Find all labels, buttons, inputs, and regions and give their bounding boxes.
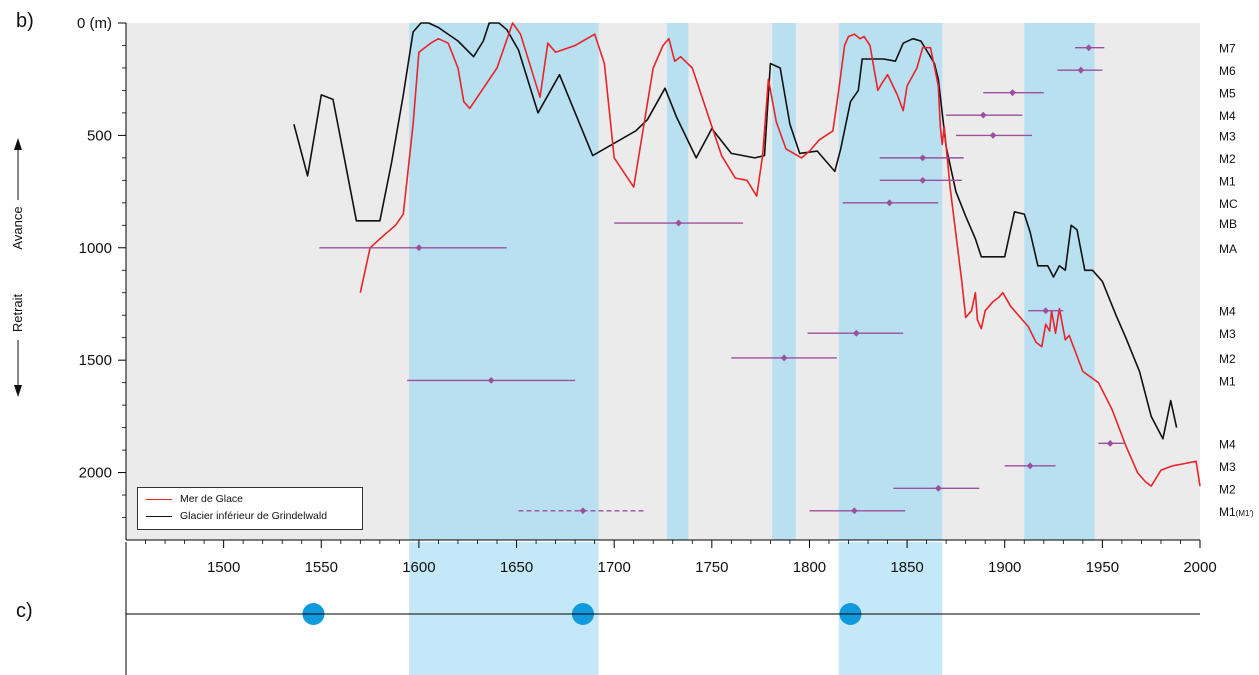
moraine-point-5 [919,154,927,162]
moraine-label-0: M7 [1219,42,1236,56]
avance-arrow-head [14,138,22,150]
moraine-label-9: MA [1219,242,1237,256]
x-tick-label-1500: 1500 [207,559,240,576]
moraine-label-12: M2 [1219,352,1236,366]
panel-label-b: b) [16,10,34,32]
moraine-label-1: M6 [1219,64,1236,78]
x-tick-label-1650: 1650 [500,559,533,576]
shaded-period-b-1 [666,23,689,540]
shaded-period-b-2 [772,23,796,540]
legend-swatch-mer-de-glace [146,498,172,500]
moraine-label-3: M4 [1219,109,1236,123]
moraine-point-12 [780,354,788,362]
x-tick-label-1700: 1700 [597,559,630,576]
shaded-period-c-0 [409,542,599,675]
moraine-point-2 [1009,89,1016,97]
moraine-point-18 [579,507,587,515]
chart-legend: Mer de Glace Glacier inférieur de Grinde… [137,487,363,530]
y-axis-label-retrait: Retrait [10,293,25,332]
moraine-label-10: M4 [1219,305,1236,319]
y-tick-label-2000: 2000 [79,465,112,482]
moraine-point-1 [1077,66,1085,74]
moraine-point-16 [934,484,942,492]
moraine-label-14: M4 [1219,437,1236,451]
moraine-point-4 [989,131,997,139]
moraine-point-13 [487,377,495,384]
moraine-label-4: M3 [1219,129,1236,143]
x-tick-label-1750: 1750 [695,559,728,576]
moraine-point-15 [1026,462,1034,470]
legend-item-mer-de-glace: Mer de Glace [146,493,243,505]
moraine-label-6: M1 [1219,174,1236,188]
moraine-label-11: M3 [1219,327,1236,341]
legend-label-mer-de-glace: Mer de Glace [180,493,244,505]
moraine-label-5: M2 [1219,152,1236,166]
x-tick-label-1950: 1950 [1086,559,1119,576]
moraine-label-8: MB [1219,217,1237,231]
moraine-point-10 [1042,307,1050,315]
series-line-mer-de-glace [359,22,1201,487]
moraine-point-17 [850,507,858,515]
moraine-label-sub-17: (M1') [1236,509,1254,518]
moraine-point-11 [852,329,860,337]
shaded-period-b-0 [409,23,599,540]
moraine-label-17: M1(M1') [1219,505,1254,519]
shaded-period-b-3 [838,23,943,540]
y-tick-label-500: 500 [87,127,112,144]
moraine-point-14 [1106,439,1114,447]
legend-item-grindelwald: Glacier inférieur de Grindelwald [146,510,327,522]
moraine-label-15: M3 [1219,460,1236,474]
moraine-label-2: M5 [1219,87,1236,101]
y-tick-label-0: 0 (m) [77,15,112,32]
series-line-grindelwald [293,22,1178,440]
moraine-point-0 [1085,44,1093,52]
y-axis-label-avance: Avance [10,206,25,249]
moraine-label-7: MC [1219,197,1238,211]
y-tick-label-1500: 1500 [79,352,112,369]
moraine-label-13: M1 [1219,374,1236,388]
moraine-point-3 [979,111,987,119]
legend-label-grindelwald: Glacier inférieur de Grindelwald [180,510,328,522]
x-tick-label-2000: 2000 [1183,559,1216,576]
x-tick-label-1800: 1800 [793,559,826,576]
y-tick-label-1000: 1000 [79,240,112,257]
moraine-point-6 [919,176,927,184]
plot-background [126,23,1200,540]
retrait-arrow-head [14,385,22,397]
x-tick-label-1850: 1850 [890,559,923,576]
moraine-point-7 [886,199,893,207]
shaded-period-b-4 [1024,23,1095,540]
panel-label-c: c) [16,600,33,622]
legend-swatch-grindelwald [146,515,172,517]
moraine-point-9 [415,244,423,252]
x-tick-label-1600: 1600 [402,559,435,576]
x-tick-label-1550: 1550 [305,559,338,576]
x-tick-label-1900: 1900 [988,559,1021,576]
moraine-label-16: M2 [1219,482,1236,496]
moraine-point-8 [675,219,683,227]
